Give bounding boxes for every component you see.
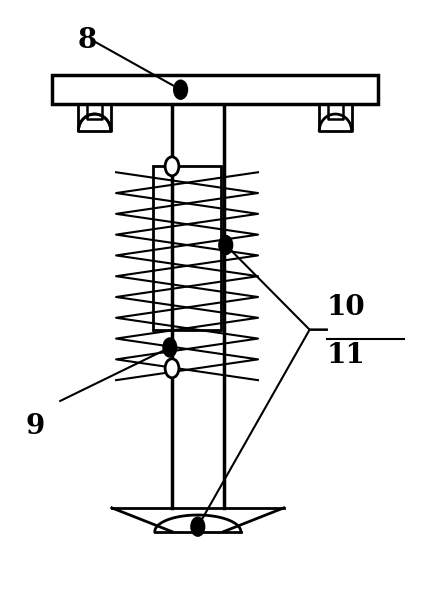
Circle shape (165, 157, 179, 176)
Circle shape (219, 235, 233, 254)
Polygon shape (153, 166, 221, 330)
Text: 11: 11 (327, 342, 366, 368)
Text: 8: 8 (77, 27, 97, 53)
Circle shape (191, 517, 205, 536)
Polygon shape (52, 75, 378, 104)
Text: 9: 9 (26, 413, 45, 440)
Text: 10: 10 (327, 294, 366, 321)
Circle shape (165, 359, 179, 378)
Circle shape (174, 80, 187, 99)
Circle shape (163, 338, 177, 357)
